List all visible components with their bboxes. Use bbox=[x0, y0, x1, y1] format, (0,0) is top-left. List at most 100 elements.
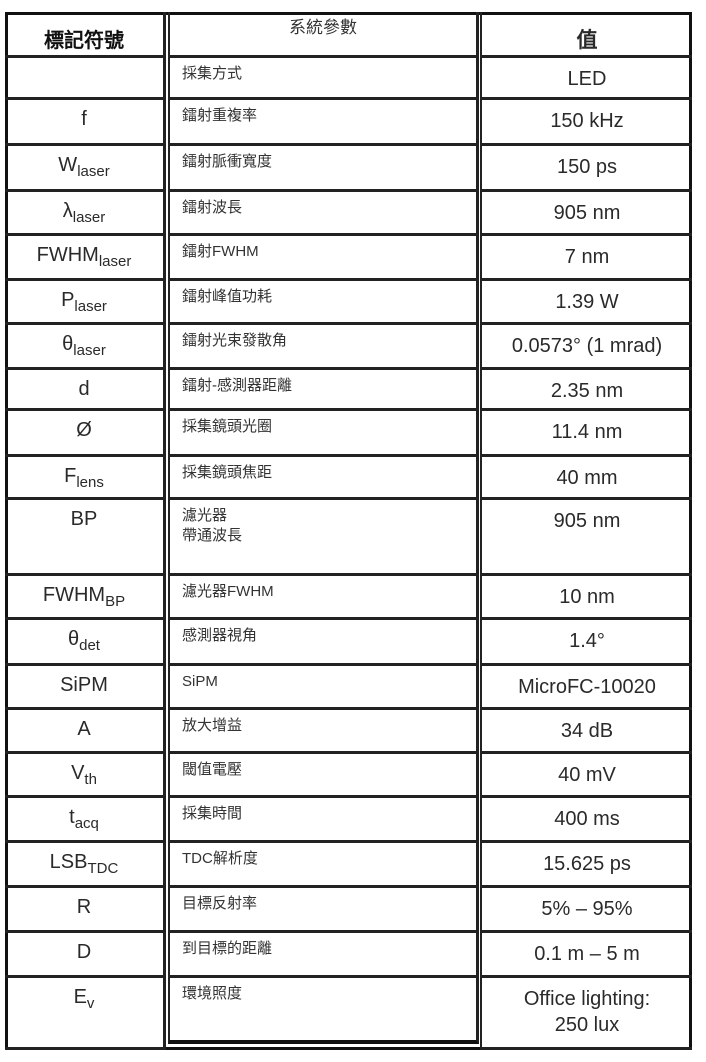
table-row: D 到目標的距離 0.1 m – 5 m bbox=[5, 933, 692, 978]
symbol: FWHM bbox=[36, 244, 99, 266]
symbol: λ bbox=[62, 200, 73, 222]
parameter-value: 2.35 nm bbox=[550, 380, 624, 402]
table-row: Ev 環境照度 Office lighting: 250 lux bbox=[5, 978, 692, 1050]
table-row: Flens 採集鏡頭焦距 40 mm bbox=[5, 457, 692, 500]
parameter-value: 150 ps bbox=[556, 156, 618, 178]
parameter-value: 40 mV bbox=[558, 764, 616, 786]
parameter-value: 11.4 nm bbox=[551, 421, 623, 443]
table-row: 採集方式 LED bbox=[5, 58, 692, 100]
parameter-cell: 放大增益 bbox=[168, 710, 479, 754]
symbol-cell bbox=[5, 58, 166, 100]
table-row: λlaser 鐳射波長 905 nm bbox=[5, 192, 692, 236]
parameter-value: 400 ms bbox=[554, 808, 620, 830]
parameter-cell: 濾光器FWHM bbox=[168, 576, 479, 620]
table-row: SiPM SiPM MicroFC-10020 bbox=[5, 666, 692, 710]
parameter-cell: 系統參數 bbox=[168, 12, 479, 58]
table-row: LSBTDC TDC解析度 15.625 ps bbox=[5, 843, 692, 888]
parameter-name: 閾值電壓 bbox=[182, 761, 243, 778]
parameter-value: LED bbox=[567, 68, 607, 90]
parameter-value: 0.1 m – 5 m bbox=[534, 943, 640, 965]
value-cell: 905 nm bbox=[480, 192, 692, 236]
symbol: R bbox=[76, 896, 92, 918]
parameter-name: 鐳射-感測器距離 bbox=[182, 377, 292, 394]
parameter-cell: 鐳射波長 bbox=[168, 192, 479, 236]
value-cell: 150 ps bbox=[480, 146, 692, 192]
parameter-name: SiPM bbox=[182, 673, 218, 690]
parameter-cell: 鐳射脈衝寬度 bbox=[168, 146, 479, 192]
symbol: θ bbox=[68, 628, 80, 650]
value-cell: 值 bbox=[480, 12, 692, 58]
symbol-cell: tacq bbox=[5, 798, 166, 843]
symbol-cell: FWHMlaser bbox=[5, 236, 166, 281]
value-cell: Office lighting: 250 lux bbox=[480, 978, 692, 1050]
parameter-cell: 採集方式 bbox=[168, 58, 479, 100]
symbol-subscript: v bbox=[86, 995, 95, 1012]
value-cell: 0.1 m – 5 m bbox=[480, 933, 692, 978]
symbol-subscript: laser bbox=[98, 253, 132, 270]
symbol-subscript: laser bbox=[74, 298, 107, 315]
symbol: P bbox=[61, 289, 75, 311]
parameter-name: 鐳射重複率 bbox=[182, 107, 258, 124]
table-row: Wlaser 鐳射脈衝寬度 150 ps bbox=[5, 146, 692, 192]
value-cell: 7 nm bbox=[480, 236, 692, 281]
symbol: FWHM bbox=[42, 584, 106, 606]
value-header: 值 bbox=[576, 29, 598, 52]
symbol: LSB bbox=[49, 851, 88, 873]
parameter-value: 1.4° bbox=[569, 630, 605, 652]
symbol: SiPM bbox=[60, 674, 108, 696]
symbol-subscript: th bbox=[84, 771, 97, 788]
parameter-cell: 感測器視角 bbox=[168, 620, 479, 666]
value-cell: 905 nm bbox=[480, 500, 692, 576]
parameter-name: 環境照度 bbox=[182, 985, 243, 1002]
symbol-cell: Plaser bbox=[5, 281, 166, 325]
parameter-name: TDC解析度 bbox=[182, 850, 258, 867]
parameter-name: 放大增益 bbox=[182, 717, 243, 734]
parameter-cell: 採集時間 bbox=[168, 798, 479, 843]
table-row: θlaser 鐳射光束發散角 0.0573° (1 mrad) bbox=[5, 325, 692, 370]
symbol-cell: Flens bbox=[5, 457, 166, 500]
symbol: BP bbox=[70, 508, 98, 530]
table-row: A 放大增益 34 dB bbox=[5, 710, 692, 754]
symbol-subscript: laser bbox=[73, 342, 106, 359]
parameter-name: 鐳射光束發散角 bbox=[182, 332, 288, 349]
symbol: Ø bbox=[76, 419, 92, 441]
value-cell: LED bbox=[480, 58, 692, 100]
table-row: θdet 感測器視角 1.4° bbox=[5, 620, 692, 666]
symbol-cell: Vth bbox=[5, 754, 166, 798]
table-row: Ø 採集鏡頭光圈 11.4 nm bbox=[5, 411, 692, 457]
symbol-cell: BP bbox=[5, 500, 166, 576]
symbol-cell: λlaser bbox=[5, 192, 166, 236]
parameter-value: Office lighting: 250 lux bbox=[523, 988, 651, 1036]
table-row: R 目標反射率 5% – 95% bbox=[5, 888, 692, 933]
symbol-header: 標記符號 bbox=[44, 30, 124, 52]
parameter-value: 0.0573° (1 mrad) bbox=[511, 335, 663, 357]
table-row: FWHMlaser 鐳射FWHM 7 nm bbox=[5, 236, 692, 281]
symbol-cell: FWHMBP bbox=[5, 576, 166, 620]
table-row: d 鐳射-感測器距離 2.35 nm bbox=[5, 370, 692, 411]
symbol: V bbox=[71, 762, 85, 784]
symbol-cell: 標記符號 bbox=[5, 12, 166, 58]
parameter-name: 鐳射FWHM bbox=[182, 243, 259, 260]
symbol-cell: D bbox=[5, 933, 166, 978]
symbol: θ bbox=[62, 333, 74, 355]
parameter-name: 採集鏡頭焦距 bbox=[182, 464, 273, 481]
header-row: 標記符號 系統參數 值 bbox=[5, 12, 692, 58]
table-row: Vth 閾值電壓 40 mV bbox=[5, 754, 692, 798]
parameter-cell: 鐳射重複率 bbox=[168, 100, 479, 146]
symbol: d bbox=[78, 378, 90, 400]
parameter-value: 5% – 95% bbox=[541, 898, 633, 920]
value-cell: 10 nm bbox=[480, 576, 692, 620]
parameter-value: 15.625 ps bbox=[543, 853, 631, 875]
parameter-name: 鐳射波長 bbox=[182, 199, 243, 216]
value-cell: 1.39 W bbox=[480, 281, 692, 325]
parameter-value: 10 nm bbox=[559, 586, 615, 608]
parameter-cell: 目標反射率 bbox=[168, 888, 479, 933]
symbol-cell: R bbox=[5, 888, 166, 933]
table-row: BP 濾光器 帶通波長 905 nm bbox=[5, 500, 692, 576]
value-cell: 15.625 ps bbox=[480, 843, 692, 888]
parameter-value: 7 nm bbox=[564, 246, 610, 268]
parameter-cell: 到目標的距離 bbox=[168, 933, 479, 978]
symbol-subscript: BP bbox=[105, 593, 126, 610]
parameter-name: 濾光器 帶通波長 bbox=[182, 507, 243, 544]
parameter-cell: TDC解析度 bbox=[168, 843, 479, 888]
